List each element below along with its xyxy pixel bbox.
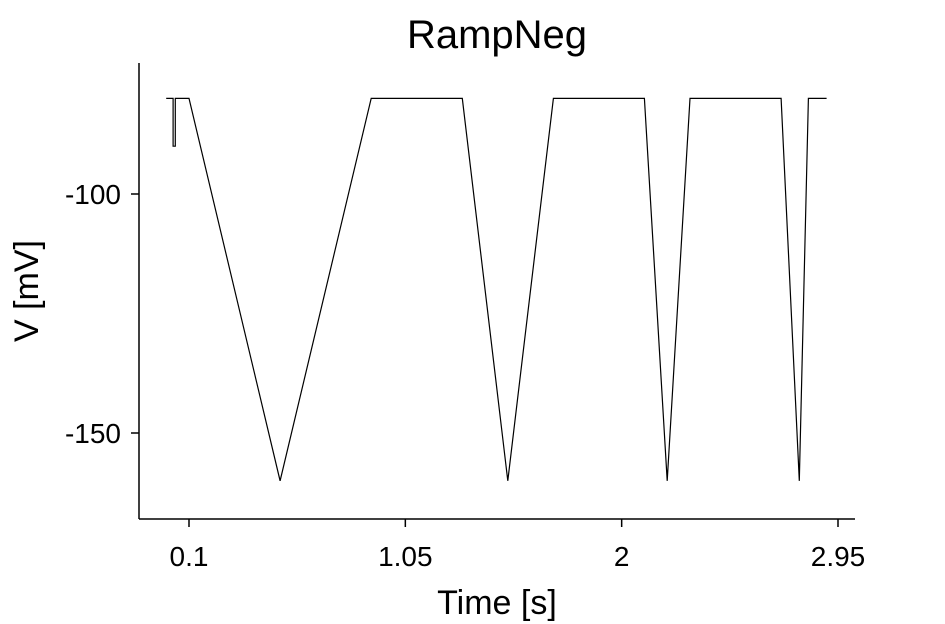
x-tick-label: 2.95: [811, 541, 866, 572]
x-tick-label: 0.1: [170, 541, 209, 572]
axis-ticks: 0.1 1.05 2 2.95 -100 -150: [65, 179, 865, 572]
chart-title: RampNeg: [407, 13, 587, 57]
x-axis-label: Time [s]: [437, 584, 557, 622]
series-line: [166, 97, 827, 481]
y-tick-label: -150: [65, 418, 121, 449]
plot-area: [166, 97, 827, 481]
y-axis-label: V [mV]: [8, 240, 46, 342]
y-tick-label: -100: [65, 179, 121, 210]
x-tick-label: 2: [614, 541, 630, 572]
x-tick-label: 1.05: [378, 541, 433, 572]
